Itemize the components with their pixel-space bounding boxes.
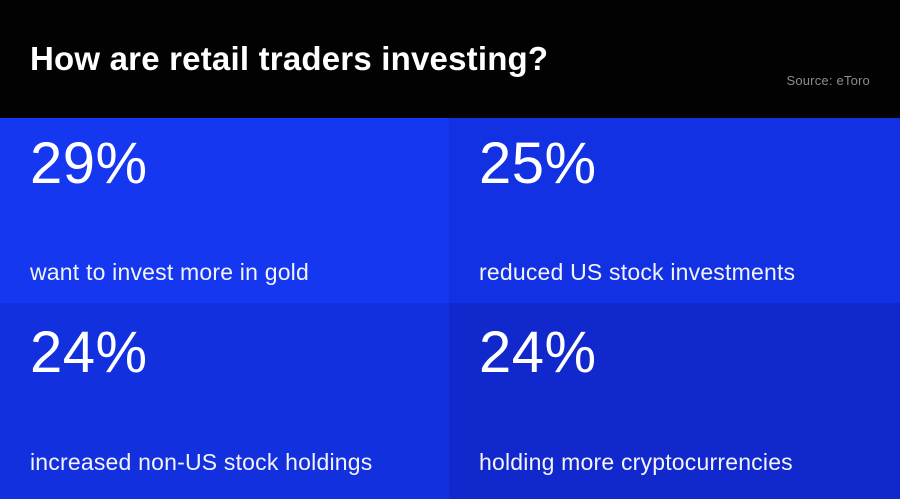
stat-value-non-us-stocks: 24% [30,320,148,385]
stat-tile-crypto: 24% holding more cryptocurrencies [449,303,900,499]
stat-label-non-us-stocks: increased non-US stock holdings [30,448,373,475]
stat-value-gold: 29% [30,131,148,196]
stat-tile-us-stocks: 25% reduced US stock investments [449,118,900,303]
stat-tile-gold: 29% want to invest more in gold [0,118,449,303]
source-credit: Source: eToro [786,73,870,88]
stat-tile-non-us-stocks: 24% increased non-US stock holdings [0,303,449,499]
stat-value-crypto: 24% [479,320,597,385]
page-title: How are retail traders investing? [30,40,549,77]
header: How are retail traders investing? Source… [0,0,900,118]
stat-label-gold: want to invest more in gold [30,258,309,285]
stat-label-us-stocks: reduced US stock investments [479,258,796,285]
stat-label-crypto: holding more cryptocurrencies [479,448,793,475]
stat-grid: 29% want to invest more in gold 25% redu… [0,118,900,499]
stat-value-us-stocks: 25% [479,131,597,196]
